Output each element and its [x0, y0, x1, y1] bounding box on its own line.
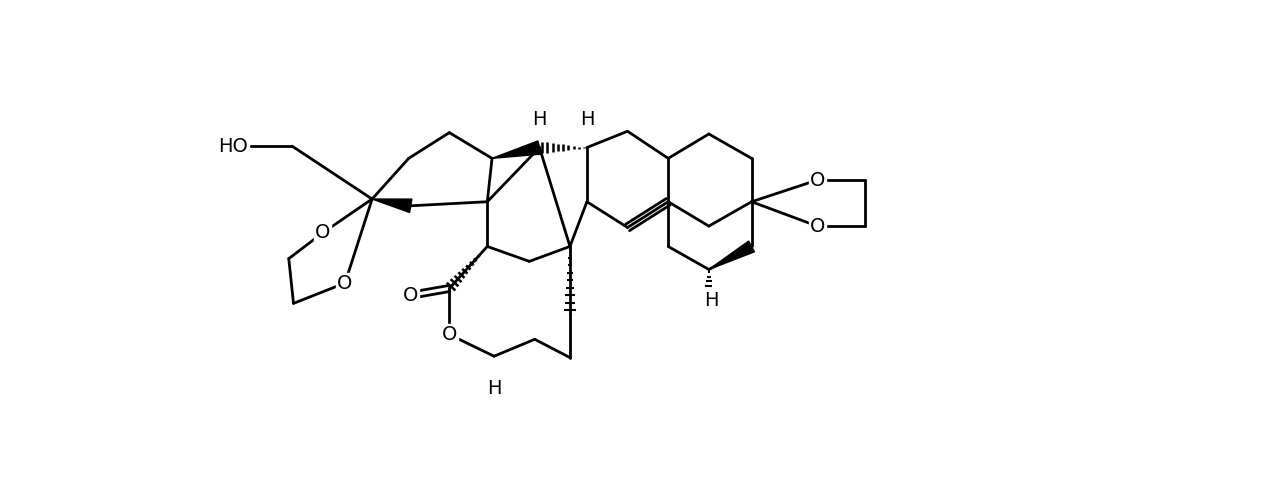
Text: O: O: [403, 286, 419, 305]
Text: O: O: [315, 224, 330, 242]
Polygon shape: [709, 241, 755, 270]
Polygon shape: [372, 199, 412, 212]
Text: O: O: [810, 170, 826, 190]
Text: HO: HO: [218, 136, 248, 156]
Text: O: O: [338, 273, 353, 292]
Text: H: H: [579, 109, 594, 129]
Text: H: H: [704, 291, 718, 310]
Text: H: H: [487, 379, 501, 398]
Text: H: H: [533, 109, 547, 129]
Text: O: O: [442, 325, 457, 344]
Polygon shape: [492, 141, 541, 158]
Text: O: O: [810, 217, 826, 236]
